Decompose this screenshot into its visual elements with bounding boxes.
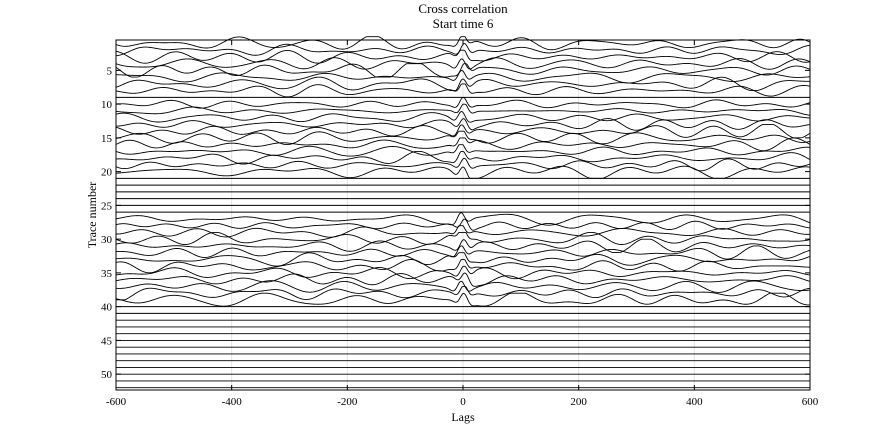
y-tick-label: 20: [101, 167, 113, 179]
trace-31: [115, 238, 811, 254]
trace-7: [115, 76, 811, 92]
trace-17: [115, 144, 811, 157]
trace-38: [116, 285, 811, 301]
trace-29: [115, 225, 811, 238]
trace-28: [115, 218, 811, 231]
trace-33: [115, 252, 811, 267]
trace-32: [115, 245, 811, 260]
trace-3: [115, 49, 811, 64]
x-tick-label: -600: [106, 396, 127, 408]
trace-5: [115, 63, 811, 78]
trace-36: [115, 272, 811, 287]
trace-1: [115, 36, 811, 51]
x-tick-label: 200: [570, 396, 587, 408]
trace-30: [115, 231, 811, 245]
trace-35: [115, 265, 811, 280]
trace-11: [115, 103, 811, 116]
trace-15: [115, 130, 811, 146]
y-tick-label: 40: [101, 302, 113, 314]
y-tick-label: 30: [101, 234, 113, 246]
trace-12: [115, 111, 811, 123]
y-tick-label: 15: [101, 133, 113, 145]
trace-wiggles: [115, 36, 811, 389]
y-tick-label: 35: [101, 268, 113, 280]
trace-27: [115, 212, 811, 226]
y-tick-label: 10: [101, 99, 113, 111]
y-tick-label: 50: [101, 369, 113, 381]
x-tick-label: 0: [460, 396, 466, 408]
x-tick-label: -400: [222, 396, 243, 408]
x-tick-label: -200: [337, 396, 358, 408]
trace-34: [115, 258, 811, 274]
chart-title: Cross correlation: [418, 1, 508, 16]
trace-18: [115, 150, 811, 165]
y-tick-label: 25: [101, 200, 113, 212]
y-tick-label: 45: [101, 335, 113, 347]
y-tick-label: 5: [107, 65, 113, 77]
trace-10: [115, 96, 811, 109]
trace-39: [115, 292, 811, 307]
trace-13: [116, 118, 811, 131]
axis-ticks: -600 -400 -200 0 200 400 600 5 10 15 20 25 30 35 40 45 5…: [101, 40, 819, 408]
trace-37: [115, 280, 811, 293]
trace-6: [116, 69, 811, 84]
trace-19: [115, 157, 811, 172]
trace-8: [115, 83, 811, 98]
x-tick-label: 400: [686, 396, 703, 408]
trace-4: [115, 57, 811, 70]
trace-20: [115, 165, 811, 179]
x-tick-label: 600: [802, 396, 819, 408]
x-axis-label: Lags: [451, 410, 475, 424]
y-axis-label: Trace number: [85, 182, 99, 249]
trace-14: [115, 123, 811, 139]
chart-subtitle: Start time 6: [433, 16, 494, 31]
trace-16: [115, 137, 811, 152]
